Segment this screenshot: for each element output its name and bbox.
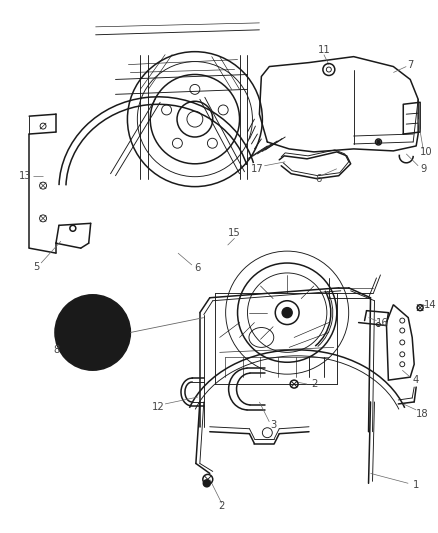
Text: 18: 18 <box>416 409 428 419</box>
Text: 1: 1 <box>413 480 419 490</box>
Text: 4: 4 <box>413 375 419 385</box>
Circle shape <box>203 480 210 487</box>
Text: 7: 7 <box>407 60 413 70</box>
Text: 8: 8 <box>54 345 60 356</box>
Text: 16: 16 <box>376 318 389 328</box>
Text: 13: 13 <box>18 171 31 181</box>
Circle shape <box>55 295 131 370</box>
Text: 9: 9 <box>420 164 426 174</box>
Text: 3: 3 <box>270 420 276 430</box>
Text: 5: 5 <box>33 262 39 272</box>
Text: 17: 17 <box>251 164 264 174</box>
Text: 6: 6 <box>316 174 322 184</box>
Text: 2: 2 <box>219 501 225 511</box>
Text: 14: 14 <box>424 300 436 310</box>
Circle shape <box>377 141 380 143</box>
Text: 6: 6 <box>194 263 201 273</box>
Text: 12: 12 <box>152 402 165 412</box>
Text: 2: 2 <box>311 379 317 389</box>
Text: 11: 11 <box>318 45 330 55</box>
Text: 15: 15 <box>228 228 241 238</box>
Circle shape <box>282 308 292 318</box>
Text: 10: 10 <box>420 147 432 157</box>
